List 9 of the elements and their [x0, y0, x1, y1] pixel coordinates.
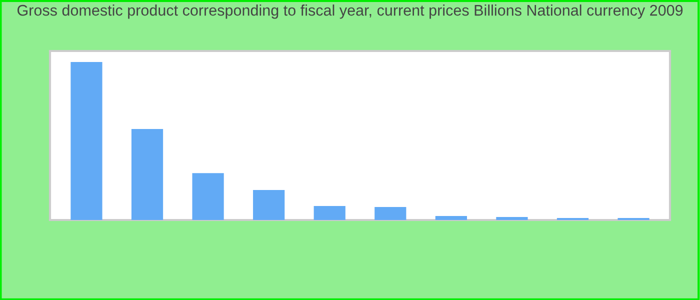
bar — [496, 217, 528, 220]
bar — [374, 207, 406, 220]
bar — [192, 173, 224, 220]
bar — [253, 190, 285, 220]
bar — [70, 62, 102, 220]
chart-title: Gross domestic product corresponding to fiscal year, current prices Billions National currency 2009 — [17, 4, 683, 19]
bar — [131, 129, 164, 220]
bar — [435, 216, 467, 220]
bar — [314, 206, 346, 220]
